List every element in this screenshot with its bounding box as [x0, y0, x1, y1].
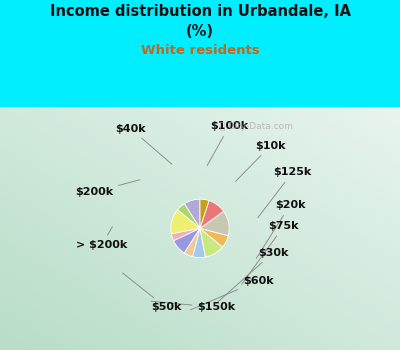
Wedge shape — [200, 229, 228, 247]
Text: > $200k: > $200k — [76, 227, 127, 250]
Text: $150k: $150k — [151, 301, 236, 313]
Text: (%): (%) — [186, 25, 214, 40]
Wedge shape — [200, 229, 222, 257]
Text: Income distribution in Urbandale, IA: Income distribution in Urbandale, IA — [50, 4, 350, 19]
Text: $60k: $60k — [190, 276, 274, 310]
Text: $75k: $75k — [242, 221, 299, 284]
Text: $30k: $30k — [216, 248, 288, 303]
Wedge shape — [178, 204, 200, 229]
Text: $40k: $40k — [115, 124, 172, 164]
Wedge shape — [184, 229, 200, 257]
Text: $100k: $100k — [207, 121, 248, 166]
Text: White residents: White residents — [141, 44, 259, 57]
Wedge shape — [200, 199, 209, 229]
Text: $200k: $200k — [75, 180, 140, 197]
Text: $50k: $50k — [122, 273, 181, 313]
Wedge shape — [193, 229, 206, 258]
Wedge shape — [184, 199, 200, 229]
Wedge shape — [200, 211, 229, 236]
Text: ⓘ City-Data.com: ⓘ City-Data.com — [220, 122, 292, 131]
Text: $125k: $125k — [258, 167, 312, 218]
Wedge shape — [200, 201, 224, 229]
Wedge shape — [174, 229, 200, 253]
Text: $10k: $10k — [236, 141, 286, 181]
Wedge shape — [171, 229, 200, 241]
Text: $20k: $20k — [256, 200, 305, 258]
Wedge shape — [171, 210, 200, 234]
